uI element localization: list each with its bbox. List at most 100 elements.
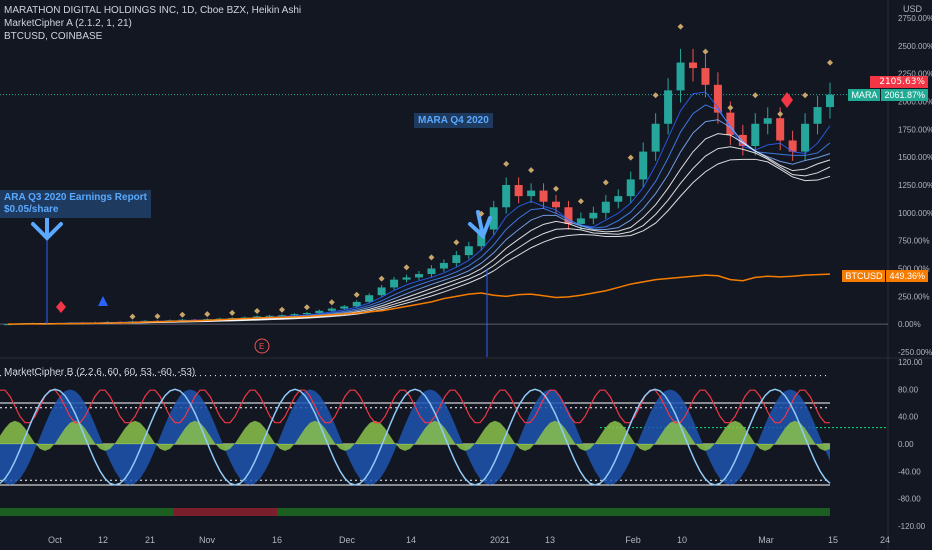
signal-diamond-icon [752, 92, 759, 99]
signal-diamond-icon [777, 110, 784, 117]
mara-candle [514, 185, 523, 197]
ma-ribbon-line [7, 146, 831, 325]
mara-candle [352, 301, 361, 307]
signal-diamond-icon [353, 291, 360, 298]
signal-diamond-icon [403, 264, 410, 271]
mara-candle [365, 295, 374, 302]
x-axis-label: 12 [98, 535, 108, 545]
q3-title: ARA Q3 2020 Earnings Report [4, 192, 148, 203]
mara-candle [477, 229, 486, 247]
main-ytick-label: 2250.00% [898, 70, 932, 79]
q4-annotation: MARA Q4 2020 [414, 113, 493, 128]
btc-price-tag: BTCUSD 449.36% [842, 270, 928, 282]
x-axis-label: 21 [145, 535, 155, 545]
mara-candle [489, 207, 498, 230]
osc-ytick-label: -120.00 [898, 522, 926, 531]
x-axis-label: 2021 [490, 535, 510, 545]
mara-candle [253, 316, 262, 318]
signal-diamond-icon [328, 299, 335, 306]
x-axis-label: Nov [199, 535, 216, 545]
signal-diamond-icon [677, 23, 684, 30]
earnings-marker-label: E [259, 342, 264, 351]
trend-bar-segment [277, 508, 830, 516]
mara-candle [278, 315, 286, 317]
sell-diamond-icon [56, 301, 66, 313]
signal-diamond-icon [553, 185, 559, 192]
mara-candle [502, 185, 511, 208]
signal-diamond-icon [627, 154, 634, 161]
mara-candle [439, 262, 448, 269]
mara-candle [763, 118, 772, 124]
main-ytick-label: 1500.00% [898, 153, 932, 162]
main-ytick-label: 2750.00% [898, 14, 932, 23]
rsi-line [0, 389, 830, 424]
mara-candle [340, 306, 349, 309]
mara-candle [576, 218, 585, 224]
mara-candle [265, 315, 274, 317]
x-axis-label: 16 [272, 535, 282, 545]
mara-candle [589, 212, 598, 219]
main-ytick-label: 1000.00% [898, 209, 932, 218]
q4-arrow-icon [468, 210, 492, 240]
mara-candle [415, 274, 423, 278]
osc-ytick-label: 0.00 [898, 440, 914, 449]
mara-candle [377, 287, 386, 296]
signal-diamond-icon [303, 304, 310, 311]
mara-candle [539, 190, 548, 202]
signal-diamond-icon [577, 198, 584, 205]
mara-candle [626, 179, 635, 197]
mara-candle [776, 118, 785, 141]
mara-candle [713, 84, 722, 113]
btc-tag-value: 449.36% [885, 270, 928, 282]
sell-diamond-icon-2 [781, 92, 793, 108]
buy-triangle-icon [98, 296, 108, 306]
signal-diamond-icon [204, 311, 211, 318]
mara-candle [527, 190, 536, 197]
signal-diamond-icon [254, 307, 261, 314]
osc-ytick-label: -80.00 [898, 495, 921, 504]
osc-ytick-label: 80.00 [898, 385, 919, 394]
upper-price-tag: 2105.63% [870, 76, 928, 88]
mara-tag-value: 2061.87% [880, 89, 928, 101]
signal-diamond-icon [827, 59, 833, 66]
trend-bar-segment [173, 508, 277, 516]
x-axis-label: 10 [677, 535, 687, 545]
trend-bar-segment [0, 508, 173, 516]
osc-ytick-label: -40.00 [898, 467, 921, 476]
x-axis-label: Mar [758, 535, 774, 545]
mara-candle [751, 123, 760, 147]
x-axis-label: 15 [828, 535, 838, 545]
signal-diamond-icon [229, 309, 236, 316]
mara-candle [452, 255, 461, 263]
signal-diamond-icon [453, 239, 460, 246]
mara-candle [290, 314, 299, 316]
compare-line: BTCUSD, COINBASE [4, 31, 103, 42]
signal-diamond-icon [179, 311, 186, 318]
mara-candle [826, 94, 834, 108]
x-axis-label: Feb [625, 535, 641, 545]
mara-candle [390, 279, 399, 288]
signal-diamond-icon [478, 210, 485, 217]
mara-candle [651, 123, 660, 152]
indicator-b-legend: MarketCipher B (2.2.6, 60, 60, 53, -60, … [4, 367, 196, 378]
x-axis-label: Dec [339, 535, 356, 545]
main-ytick-label: 1250.00% [898, 181, 932, 190]
mara-candle [689, 62, 697, 69]
x-axis-label: 13 [545, 535, 555, 545]
btc-tag-label: BTCUSD [842, 270, 886, 282]
mara-candle [315, 310, 324, 314]
osc-ytick-label: 40.00 [898, 413, 919, 422]
btc-line [7, 273, 831, 325]
signal-diamond-icon [154, 313, 161, 320]
mara-candle [614, 196, 623, 202]
wave-trend-area [0, 389, 830, 485]
main-ytick-label: 2500.00% [898, 42, 932, 51]
wave-trend-line [0, 388, 831, 486]
mara-candle [726, 112, 735, 135]
mara-candle [427, 268, 436, 275]
mara-candle [639, 151, 648, 180]
mara-candle [676, 62, 685, 91]
signal-diamond-icon [428, 254, 435, 261]
q3-eps: $0.05/share [4, 204, 59, 215]
